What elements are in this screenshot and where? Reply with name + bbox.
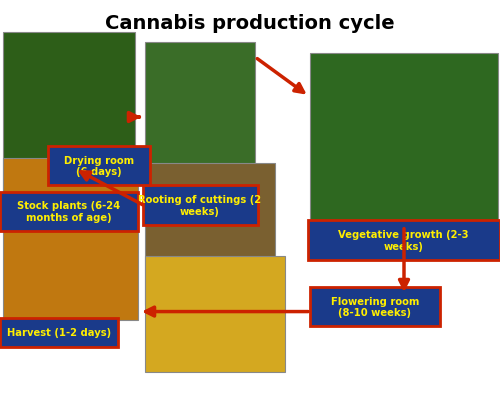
- Text: Harvest (1-2 days): Harvest (1-2 days): [6, 328, 111, 337]
- Bar: [145, 43, 255, 190]
- Bar: [2, 159, 138, 320]
- Text: Flowering room
(8-10 weeks): Flowering room (8-10 weeks): [331, 296, 419, 318]
- FancyBboxPatch shape: [308, 221, 500, 260]
- FancyBboxPatch shape: [142, 186, 258, 225]
- FancyBboxPatch shape: [48, 147, 150, 186]
- Text: Vegetative growth (2-3
weeks): Vegetative growth (2-3 weeks): [338, 230, 469, 252]
- Text: Rooting of cuttings (2
weeks): Rooting of cuttings (2 weeks): [138, 195, 262, 216]
- Bar: [145, 256, 285, 372]
- Bar: [310, 54, 498, 225]
- Text: Drying room
(6 days): Drying room (6 days): [64, 155, 134, 177]
- Text: Cannabis production cycle: Cannabis production cycle: [105, 14, 395, 33]
- FancyBboxPatch shape: [0, 318, 118, 347]
- Text: Stock plants (6-24
months of age): Stock plants (6-24 months of age): [17, 201, 120, 223]
- Bar: [2, 33, 135, 194]
- FancyBboxPatch shape: [310, 287, 440, 326]
- Bar: [145, 163, 275, 306]
- FancyBboxPatch shape: [0, 192, 138, 231]
